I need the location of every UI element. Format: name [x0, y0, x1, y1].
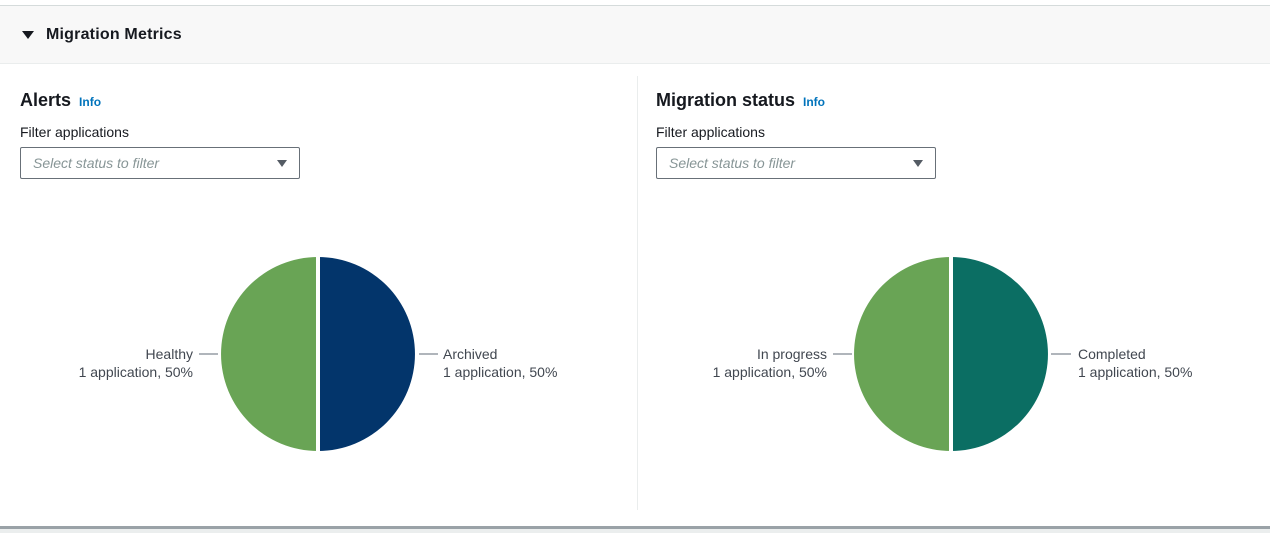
metrics-section-header[interactable]: Migration Metrics	[0, 5, 1270, 64]
callout-line	[419, 353, 438, 355]
pie-slice-healthy[interactable]	[221, 257, 318, 451]
status-pie-chart[interactable]	[852, 255, 1050, 453]
slice-callout-archived: Archived 1 application, 50%	[443, 345, 557, 381]
pie-slice-in-progress[interactable]	[854, 257, 951, 451]
slice-label: Healthy	[145, 346, 193, 362]
alerts-filter-placeholder: Select status to filter	[33, 155, 160, 171]
alerts-panel-head: Alerts Info	[20, 90, 101, 111]
pie-slice-archived[interactable]	[318, 257, 415, 451]
callout-line	[1051, 353, 1071, 355]
slice-callout-healthy: Healthy 1 application, 50%	[79, 345, 193, 381]
slice-label: Completed	[1078, 346, 1146, 362]
panel-divider	[637, 76, 638, 510]
slice-detail: 1 application, 50%	[78, 364, 193, 380]
caret-down-icon	[913, 159, 923, 167]
bottom-divider	[0, 526, 1270, 529]
alerts-info-link[interactable]: Info	[79, 95, 102, 109]
status-panel-title: Migration status	[656, 90, 796, 110]
alerts-status-filter-select[interactable]: Select status to filter	[20, 147, 300, 179]
status-filter-select[interactable]: Select status to filter	[656, 147, 936, 179]
slice-detail: 1 application, 50%	[712, 364, 827, 380]
status-panel-head: Migration status Info	[656, 90, 825, 111]
bottom-strip	[0, 529, 1270, 533]
slice-label: In progress	[756, 346, 827, 362]
callout-line	[199, 353, 218, 355]
caret-down-icon	[277, 159, 287, 167]
status-filter-label: Filter applications	[656, 124, 765, 140]
slice-callout-completed: Completed 1 application, 50%	[1078, 345, 1192, 381]
alerts-pie-chart[interactable]	[219, 255, 417, 453]
status-filter-placeholder: Select status to filter	[669, 155, 796, 171]
section-title: Migration Metrics	[46, 25, 182, 43]
slice-detail: 1 application, 50%	[1078, 364, 1193, 380]
collapse-triangle-icon[interactable]	[22, 30, 34, 39]
slice-callout-in-progress: In progress 1 application, 50%	[713, 345, 827, 381]
slice-label: Archived	[443, 346, 498, 362]
alerts-filter-label: Filter applications	[20, 124, 129, 140]
pie-slice-completed[interactable]	[951, 257, 1048, 451]
alerts-panel-title: Alerts	[20, 90, 72, 110]
callout-line	[833, 353, 852, 355]
status-info-link[interactable]: Info	[803, 95, 826, 109]
slice-detail: 1 application, 50%	[443, 364, 558, 380]
